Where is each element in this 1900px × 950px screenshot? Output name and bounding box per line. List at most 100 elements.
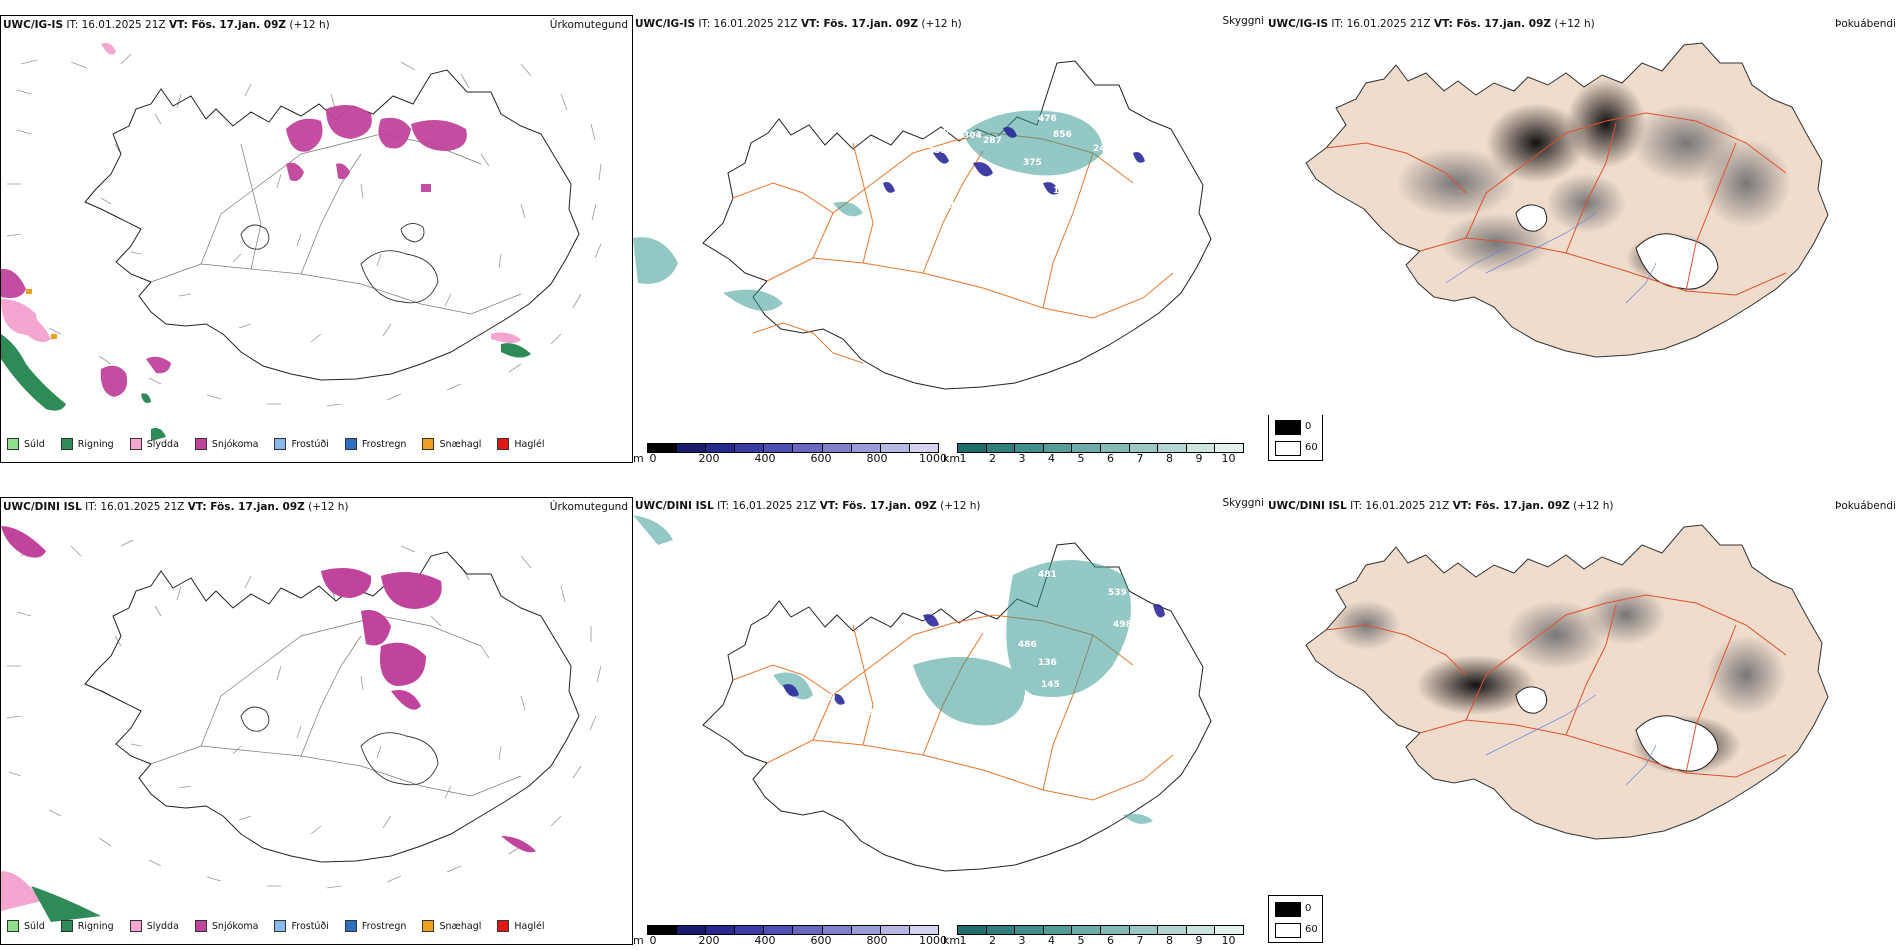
legend-swatch: [194, 920, 207, 932]
fog-key-max-swatch: [1275, 420, 1301, 435]
model-name: UWC/IG-IS: [1268, 18, 1329, 30]
station-value: 16: [1088, 763, 1101, 773]
colorbar-cell: [706, 926, 736, 934]
legend-item: Snjókoma: [194, 438, 258, 450]
panel-header: UWC/DINI ISL IT: 16.01.2025 21Z VT: Fös.…: [1268, 500, 1613, 512]
precip-legend: Súld Rigning Slydda Snjókoma Frostúði Frostre…: [1, 920, 555, 940]
colorbar-cell: [1158, 444, 1187, 452]
colorbar-cell: [764, 444, 794, 452]
colorbar-cells: [647, 925, 939, 935]
colorbar-cell: [1186, 926, 1216, 934]
legend-label: Snæhagl: [439, 438, 482, 450]
model-name: UWC/DINI ISL: [635, 500, 714, 512]
station-labels: 304 287 476 621 856 253 375 240 165 111 116 465 27 56…: [848, 114, 1152, 251]
colorbar-cell: [1015, 444, 1044, 452]
station-value: 145: [1041, 680, 1060, 690]
init-time: IT: 16.01.2025 21Z: [1331, 18, 1431, 30]
legend-swatch: [497, 920, 510, 932]
rain-areas: [31, 886, 101, 922]
panel-title-visibility: Skyggni: [1222, 15, 1265, 27]
legend-item: Frostregn: [344, 438, 407, 450]
legend-item: Slydda: [129, 438, 179, 450]
colorbar-cell: [986, 926, 1016, 934]
colorbar-tick: 1000: [919, 452, 947, 465]
fog-key-min-swatch: [1275, 923, 1301, 938]
legend-swatch: [497, 438, 510, 450]
colorbar-cell: [648, 926, 678, 934]
station-value: 103: [855, 708, 874, 718]
legend-item: Haglél: [497, 438, 545, 450]
panel-title-precip: Úrkomutegund: [549, 19, 628, 31]
colorbar-tick: 1: [959, 934, 967, 947]
colorbar-tick: 400: [754, 934, 776, 947]
precip-panel-top: UWC/IG-IS IT: 16.01.2025 21Z VT: Fös. 17…: [0, 15, 633, 463]
valid-time: VT: Fös. 17.jan. 09Z: [1452, 500, 1570, 512]
legend-swatch: [422, 920, 435, 932]
colorbar-cells: [957, 443, 1244, 453]
panel-title-visibility: Skyggni: [1222, 497, 1265, 509]
legend-swatch: [129, 920, 142, 932]
legend-item: Frostúði: [274, 920, 329, 932]
colorbar-tick: 200: [698, 452, 720, 465]
low-visibility-areas: [633, 515, 1153, 824]
colorbar-tick: 600: [810, 452, 832, 465]
lead-time: (+12 h): [1573, 500, 1614, 512]
roads: [150, 133, 522, 315]
rain-areas: [1, 334, 531, 441]
legend-item: Frostregn: [344, 920, 406, 932]
legend-swatch: [274, 920, 287, 932]
colorbar-cell: [648, 444, 678, 452]
colorbar-cell: [822, 444, 852, 452]
model-name: UWC/IG-IS: [635, 18, 696, 30]
legend-item: Snæhagl: [422, 920, 481, 932]
station-value: 27: [1138, 643, 1151, 653]
wind-barbs: [6, 539, 602, 889]
ice-pellet-areas: [26, 289, 57, 339]
legend-swatch: [7, 920, 19, 932]
valid-time: VT: Fös. 17.jan. 09Z: [168, 19, 287, 31]
legend-label: Súld: [24, 438, 45, 450]
fog-key-min-label: 60: [1305, 924, 1318, 935]
legend-label: Slydda: [146, 920, 179, 932]
legend-swatch: [60, 438, 73, 450]
colorbar-cells: [957, 925, 1244, 935]
colorbar-tick: 10: [1221, 934, 1236, 947]
colorbar-cell: [1043, 926, 1073, 934]
colorbar-tick: 5: [1077, 934, 1085, 947]
colorbar-cell: [735, 444, 765, 452]
colorbar-tick: 800: [866, 934, 888, 947]
legend-label: Snjókoma: [211, 920, 259, 932]
colorbar-cell: [880, 444, 910, 452]
colorbar-tick: 400: [754, 452, 776, 465]
legend-label: Snæhagl: [439, 920, 482, 932]
legend-label: Frostregn: [361, 438, 407, 450]
colorbar-cell: [793, 926, 823, 934]
colorbar-cell: [1186, 444, 1216, 452]
colorbar-cell: [1043, 444, 1073, 452]
legend-item: Slydda: [129, 920, 179, 932]
panel-header: UWC/IG-IS IT: 16.01.2025 21Z VT: Fös. 17…: [3, 19, 330, 31]
station-value: 539: [1108, 588, 1127, 598]
visibility-panel-bottom: UWC/DINI ISL IT: 16.01.2025 21Z VT: Fös.…: [633, 497, 1266, 947]
station-value: 165: [1053, 186, 1072, 196]
legend-label: Haglél: [514, 920, 545, 932]
colorbar-tick: 7: [1136, 452, 1144, 465]
panel-header: UWC/DINI ISL IT: 16.01.2025 21Z VT: Fös.…: [635, 500, 980, 512]
colorbar-tick: 9: [1195, 452, 1203, 465]
valid-time: VT: Fös. 17.jan. 09Z: [187, 501, 305, 513]
colorbar-tick: 800: [866, 452, 888, 465]
model-name: UWC/DINI ISL: [3, 501, 82, 513]
fog-key-bottom: 0 60: [1268, 895, 1323, 943]
fog-key-top: 0 60: [1268, 413, 1323, 461]
legend-label: Slydda: [146, 438, 179, 450]
colorbar-tick: 7: [1136, 934, 1144, 947]
colorbar-cell: [735, 926, 765, 934]
colorbar-cell: [793, 444, 823, 452]
legend-swatch: [129, 438, 142, 450]
station-value: 136: [1038, 658, 1057, 668]
ceiling-colorbar: m 0 200 400 600 800 1000: [633, 925, 947, 947]
valid-time: VT: Fös. 17.jan. 09Z: [1433, 18, 1552, 30]
colorbar-tick: 1000: [919, 934, 947, 947]
